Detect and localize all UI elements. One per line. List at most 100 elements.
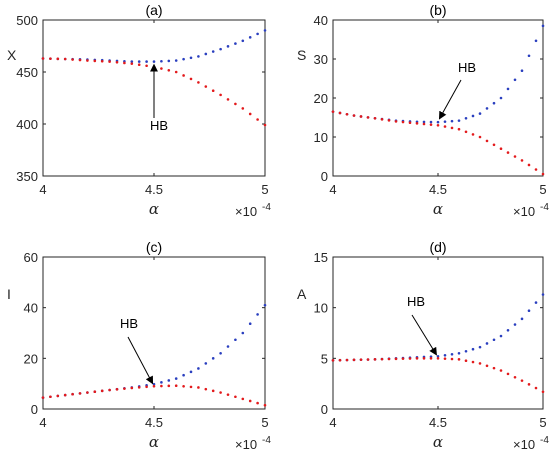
data-point <box>513 375 517 379</box>
data-point <box>197 367 200 370</box>
data-point <box>41 57 45 60</box>
data-point <box>152 60 156 63</box>
panel-c: (c) Iα ×10 -4 4 4.5 5 0 20 40 60 HB <box>7 239 271 452</box>
data-point <box>86 59 89 62</box>
data-point <box>226 345 230 348</box>
data-point <box>241 397 245 401</box>
data-point <box>443 125 447 128</box>
x-axis-label: α <box>433 433 443 451</box>
data-point <box>241 331 245 335</box>
data-point <box>256 118 259 121</box>
data-point <box>56 57 60 61</box>
data-point <box>182 373 185 377</box>
data-point <box>145 385 148 389</box>
data-point <box>373 358 377 361</box>
data-point <box>527 163 531 167</box>
data-point <box>263 123 267 127</box>
data-point <box>108 388 111 392</box>
x-axis-label: α <box>433 200 443 218</box>
y-tick-label: 10 <box>314 301 328 316</box>
y-tick-label: 10 <box>314 130 328 145</box>
data-point <box>485 342 489 345</box>
data-point <box>408 357 412 360</box>
data-point <box>211 357 215 360</box>
data-point <box>182 57 185 61</box>
data-point <box>174 70 178 74</box>
data-point <box>499 369 503 372</box>
data-point <box>527 383 531 386</box>
x-tick-label: 4.5 <box>429 415 447 430</box>
y-tick-label: 450 <box>16 65 38 80</box>
data-point <box>541 24 545 28</box>
hb-annotation-label: HB <box>407 294 425 309</box>
data-point <box>160 384 163 388</box>
x-tick-label: 5 <box>539 415 546 430</box>
x-tick-label: 4 <box>329 415 336 430</box>
data-point <box>436 355 440 358</box>
data-point <box>167 68 171 72</box>
data-point <box>167 59 171 63</box>
data-point <box>394 120 398 123</box>
panel-b: (b) Sα ×10 -4 4 4.5 5 0 10 20 30 40 HB <box>297 2 549 219</box>
data-point <box>464 130 468 134</box>
data-point <box>152 382 156 386</box>
data-point <box>108 60 111 63</box>
data-point <box>359 358 363 361</box>
data-point <box>541 390 545 394</box>
data-point <box>471 133 475 136</box>
data-point <box>160 381 163 384</box>
y-tick-label: 400 <box>16 117 38 132</box>
data-point <box>331 110 335 113</box>
data-point <box>145 60 148 63</box>
data-point <box>492 338 496 342</box>
x-tick-label: 4 <box>39 182 46 197</box>
data-point <box>387 119 391 122</box>
data-point <box>464 349 468 353</box>
x-axis-label: α <box>149 200 159 218</box>
x-axis-label: α <box>149 433 159 451</box>
data-point <box>56 394 60 398</box>
data-point <box>520 317 524 321</box>
y-tick-label: 20 <box>24 351 38 366</box>
data-point <box>226 98 230 101</box>
data-point <box>471 347 475 351</box>
data-point <box>520 379 524 382</box>
data-point <box>234 42 237 45</box>
data-point <box>130 62 134 65</box>
data-point <box>436 357 440 360</box>
data-point <box>520 69 524 72</box>
data-point <box>478 362 482 365</box>
data-point <box>189 77 193 81</box>
y-tick-label: 40 <box>24 301 38 316</box>
data-point <box>241 107 245 110</box>
x-multiplier: ×10 <box>513 204 535 219</box>
data-point <box>234 395 237 399</box>
data-point <box>130 60 134 63</box>
data-point <box>422 122 426 126</box>
x-multiplier-exponent: -4 <box>262 435 271 446</box>
y-tick-label: 500 <box>16 13 38 28</box>
data-point <box>197 55 200 58</box>
panel-a: (a) Xα ×10 -4 4 4.5 5 350 400 450 500 HB <box>7 2 271 219</box>
data-point <box>130 386 134 390</box>
data-point <box>436 120 440 124</box>
data-point <box>359 115 363 118</box>
y-tick-label: 15 <box>314 250 328 265</box>
data-point <box>211 389 215 393</box>
data-point <box>204 362 208 365</box>
data-point <box>41 396 45 399</box>
data-point <box>226 45 230 48</box>
x-tick-label: 4 <box>329 182 336 197</box>
data-point <box>499 334 503 338</box>
hb-annotation-label: HB <box>150 118 168 133</box>
data-point <box>513 78 517 82</box>
data-point <box>248 112 252 116</box>
data-point <box>219 93 222 97</box>
data-point <box>331 359 335 362</box>
x-multiplier-exponent: -4 <box>262 202 271 213</box>
data-point <box>457 127 461 131</box>
data-point <box>401 120 405 124</box>
series-red <box>331 110 545 176</box>
data-point <box>534 39 538 43</box>
data-point <box>263 303 267 307</box>
